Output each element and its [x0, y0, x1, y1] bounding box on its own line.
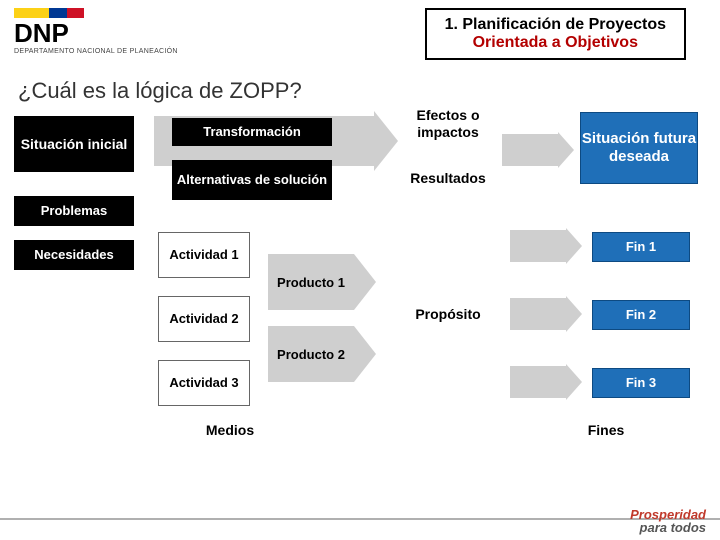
arrow-to-futura	[502, 134, 558, 166]
box-efectos: Efectos o impactos	[398, 104, 498, 144]
logo-text: DNP	[14, 20, 178, 46]
title-box: 1. Planificación de Proyectos Orientada …	[425, 8, 686, 60]
question-heading: ¿Cuál es la lógica de ZOPP?	[0, 60, 720, 116]
arrow-producto-2: Producto 2	[268, 326, 354, 382]
zopp-diagram: Situación inicial Problemas Necesidades …	[0, 116, 720, 516]
box-actividad-1: Actividad 1	[158, 232, 250, 278]
box-alternativas: Alternativas de solución	[172, 160, 332, 200]
arrow-fin-1	[510, 230, 566, 262]
title-line2: Orientada a Objetivos	[445, 34, 666, 52]
header: DNP DEPARTAMENTO NACIONAL DE PLANEACIÓN …	[0, 0, 720, 60]
title-line1: 1. Planificación de Proyectos	[445, 16, 666, 34]
arrow-producto-1: Producto 1	[268, 254, 354, 310]
slogan-l2: para todos	[640, 520, 706, 535]
box-situacion-inicial: Situación inicial	[14, 116, 134, 172]
logo-subtitle: DEPARTAMENTO NACIONAL DE PLANEACIÓN	[14, 48, 178, 55]
label-fines: Fines	[560, 418, 652, 442]
box-problemas: Problemas	[14, 196, 134, 226]
box-fin-2: Fin 2	[592, 300, 690, 330]
box-proposito: Propósito	[398, 302, 498, 326]
box-transformacion: Transformación	[172, 118, 332, 146]
box-fin-3: Fin 3	[592, 368, 690, 398]
label-medios: Medios	[184, 418, 276, 442]
footer-divider	[0, 518, 720, 520]
footer-slogan: Prosperidad para todos	[630, 508, 706, 534]
logo: DNP DEPARTAMENTO NACIONAL DE PLANEACIÓN	[14, 8, 178, 55]
box-situacion-futura: Situación futura deseada	[580, 112, 698, 184]
box-actividad-2: Actividad 2	[158, 296, 250, 342]
box-fin-1: Fin 1	[592, 232, 690, 262]
box-necesidades: Necesidades	[14, 240, 134, 270]
box-actividad-3: Actividad 3	[158, 360, 250, 406]
box-resultados: Resultados	[398, 164, 498, 192]
arrow-fin-2	[510, 298, 566, 330]
colombia-flag-icon	[14, 8, 84, 18]
arrow-fin-3	[510, 366, 566, 398]
